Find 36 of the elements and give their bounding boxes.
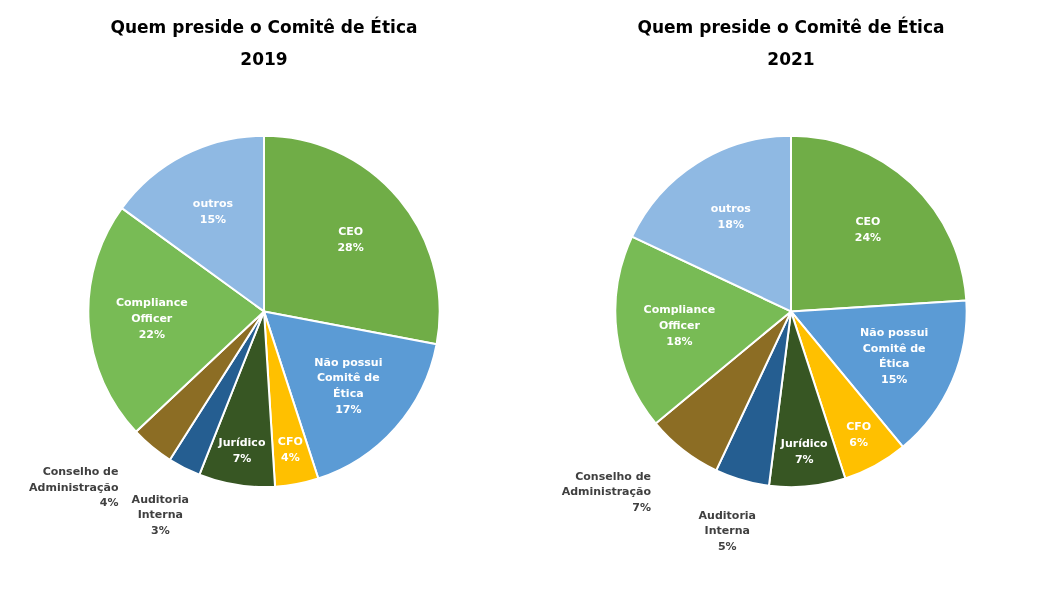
data-label: 28% (337, 241, 364, 255)
data-label: 4% (99, 496, 119, 510)
data-label: 7% (794, 452, 814, 466)
data-label: 3% (150, 524, 170, 538)
data-label: 24% (854, 230, 882, 244)
data-label: 4% (281, 450, 300, 464)
chart-title: Quem preside o Comitê de Ética (110, 15, 418, 37)
slice-label: Conselho de Administração (29, 465, 119, 494)
data-label: 6% (849, 435, 869, 449)
slice-label: Jurídico (779, 437, 829, 451)
slice-label: Auditoria Interna (698, 508, 757, 538)
slice-label: outros (192, 196, 234, 210)
chart-title: Quem preside o Comitê de Ética (637, 15, 945, 37)
slice-label: Compliance Officer (643, 303, 716, 333)
data-label: 15% (199, 212, 227, 226)
slice-label: CEO (855, 215, 881, 229)
slice-label: Compliance Officer (115, 296, 188, 325)
slice-label: Conselho de Administração (561, 469, 652, 499)
data-label: 17% (335, 402, 362, 416)
slice-label: CEO (338, 225, 364, 239)
slice-label: CFO (846, 420, 872, 434)
data-label: 18% (666, 334, 693, 348)
slice-label: CFO (277, 435, 303, 449)
data-label: 5% (717, 539, 737, 553)
chart-subtitle: 2019 (240, 48, 288, 69)
slice-label: Não possui Comitê de Ética (860, 326, 929, 371)
data-label: 18% (717, 217, 744, 231)
slice-label: Auditoria Interna (131, 492, 190, 522)
data-label: 7% (632, 500, 652, 514)
data-label: 15% (881, 372, 908, 386)
chart-subtitle: 2021 (767, 48, 815, 69)
slice-label: outros (710, 202, 752, 216)
slice-label: Não possui Comitê de Ética (314, 355, 383, 401)
slice-label: Jurídico (217, 435, 266, 449)
data-label: 22% (138, 327, 165, 341)
data-label: 7% (232, 451, 252, 465)
